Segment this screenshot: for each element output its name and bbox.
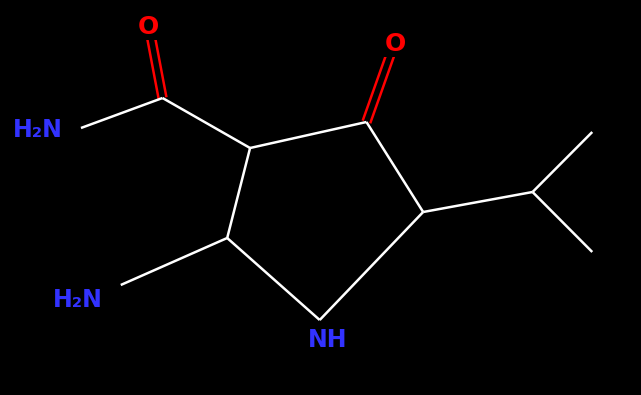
Text: O: O: [385, 32, 406, 56]
Text: NH: NH: [308, 328, 347, 352]
Text: O: O: [138, 15, 159, 39]
Text: H₂N: H₂N: [53, 288, 103, 312]
Text: H₂N: H₂N: [13, 118, 63, 142]
